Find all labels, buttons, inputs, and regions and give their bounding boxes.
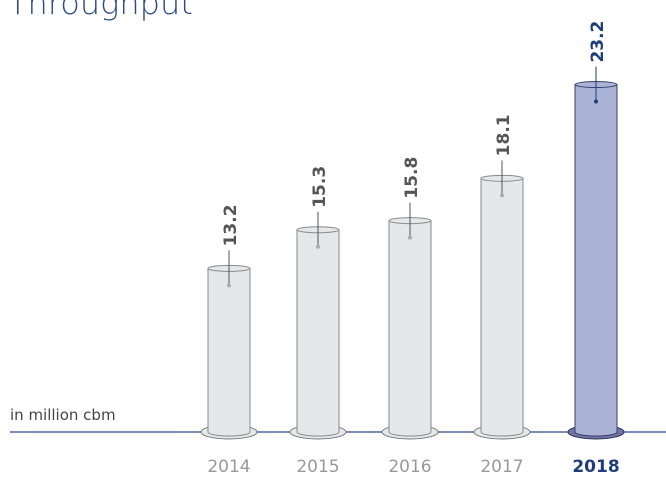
value-label: 15.8 <box>402 157 422 199</box>
leader-dot <box>316 244 320 249</box>
x-tick-label: 2016 <box>388 457 431 477</box>
bar <box>296 229 340 437</box>
value-label: 18.1 <box>494 114 514 156</box>
x-tick-label: 2014 <box>207 457 250 477</box>
leader-dot <box>408 235 412 240</box>
chart-title: Throughput <box>8 0 193 22</box>
x-tick-label: 2017 <box>480 457 523 477</box>
bar <box>480 177 524 437</box>
x-tick-label: 2015 <box>296 457 339 477</box>
value-label: 15.3 <box>310 166 330 208</box>
axis-label: in million cbm <box>10 406 116 424</box>
bar <box>388 220 432 437</box>
leader-dot <box>227 283 231 288</box>
bar <box>574 84 618 437</box>
leader-dot <box>500 193 504 198</box>
bar <box>207 267 251 437</box>
x-tick-label: 2018 <box>572 457 619 477</box>
value-label: 13.2 <box>221 204 241 246</box>
value-label: 23.2 <box>588 21 608 63</box>
leader-dot <box>594 99 598 104</box>
